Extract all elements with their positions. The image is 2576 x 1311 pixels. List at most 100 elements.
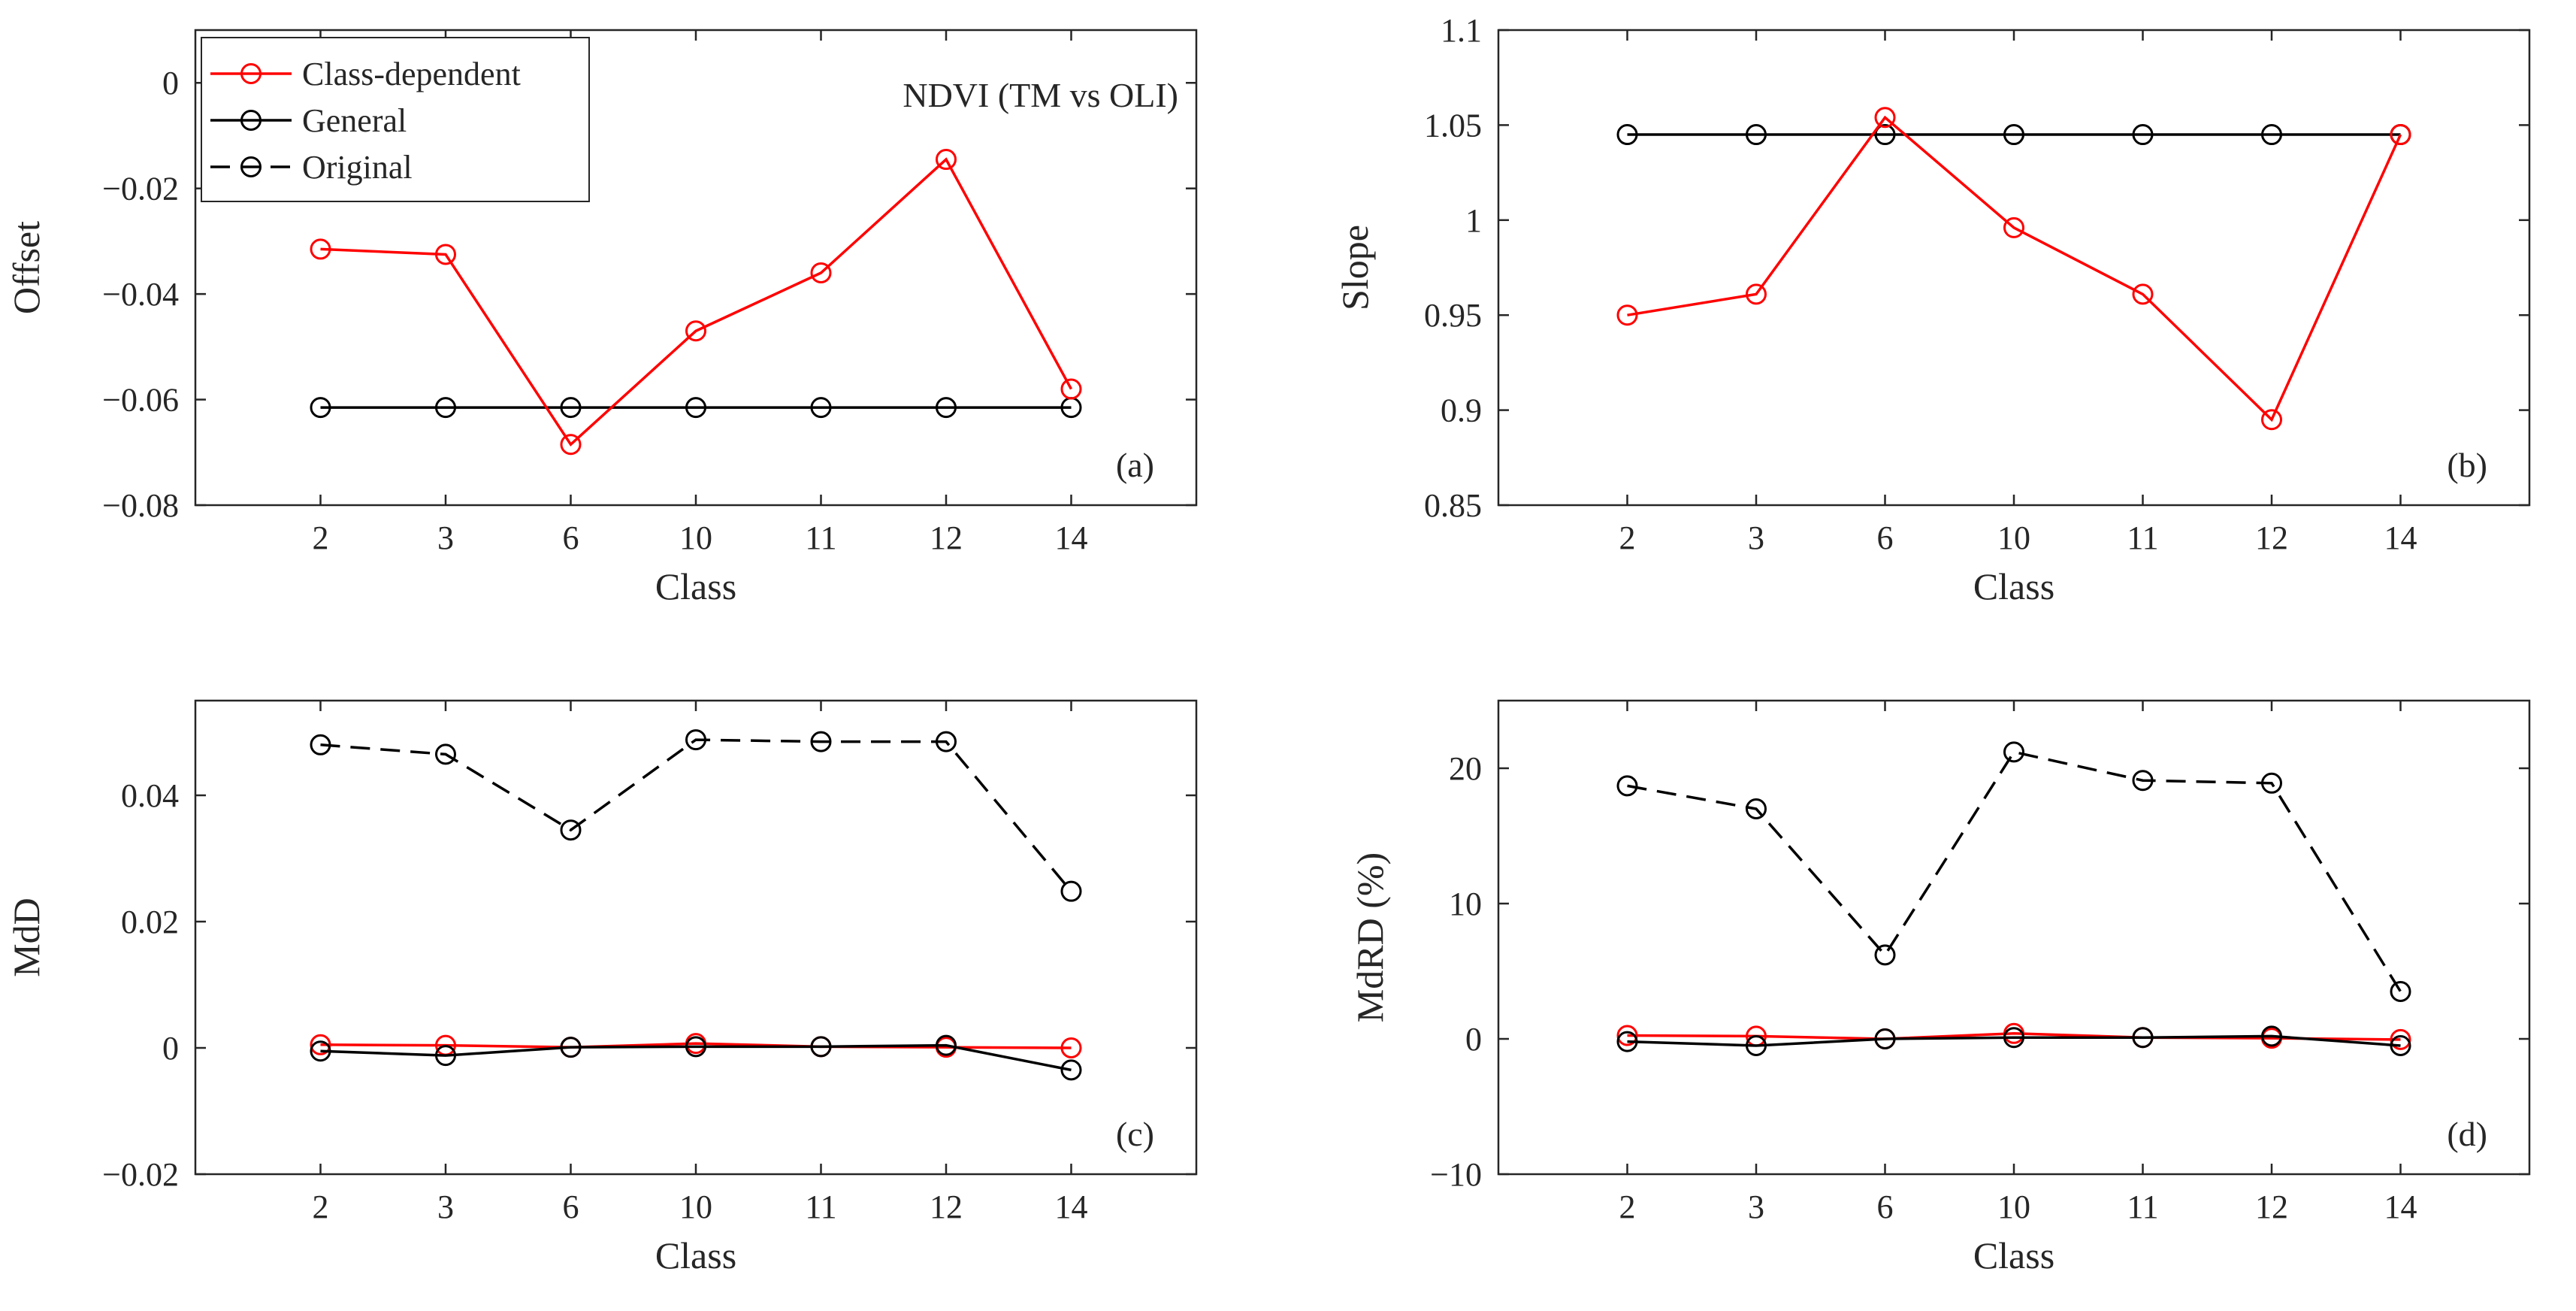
legend: Class-dependent General Original xyxy=(201,37,590,202)
data-point xyxy=(810,731,832,752)
data-point xyxy=(1874,107,1896,129)
data-point xyxy=(1616,775,1638,797)
data-point xyxy=(435,743,456,765)
data-point xyxy=(2003,124,2024,146)
chart-annotation: NDVI (TM vs OLI) xyxy=(903,76,1178,114)
y-tick-label: 20 xyxy=(1449,750,1482,787)
series-general xyxy=(1616,1025,2411,1056)
data-point xyxy=(1616,1025,1638,1046)
x-tick-label: 12 xyxy=(2255,519,2288,556)
series-original xyxy=(1616,741,2411,1002)
data-point xyxy=(2261,124,2282,146)
x-tick-label: 3 xyxy=(1748,1188,1764,1225)
axes-frame xyxy=(1497,699,2531,1176)
data-point xyxy=(2390,1035,2411,1056)
x-tick-label: 11 xyxy=(2127,1188,2158,1225)
legend-label: Original xyxy=(302,149,413,186)
x-tick-label: 2 xyxy=(313,1188,329,1225)
legend-marker xyxy=(240,63,262,84)
panel-label: (b) xyxy=(2447,446,2487,484)
x-tick-label: 3 xyxy=(437,519,454,556)
data-point xyxy=(2132,1027,2154,1049)
y-tick-label: 1.1 xyxy=(1441,12,1482,49)
x-tick-label: 6 xyxy=(563,519,579,556)
y-tick-label: 0.02 xyxy=(121,904,179,940)
y-tick-label: 1.05 xyxy=(1424,107,1482,144)
panel-label: (c) xyxy=(1116,1115,1154,1153)
series-line xyxy=(320,1043,1072,1072)
x-tick-label: 14 xyxy=(1055,519,1088,556)
y-tick-label: −0.02 xyxy=(102,1156,179,1193)
x-tick-label: 14 xyxy=(1055,1188,1088,1225)
x-tick-label: 2 xyxy=(1619,1188,1636,1225)
data-point xyxy=(2390,981,2411,1002)
data-point xyxy=(1616,1031,1638,1052)
series-general xyxy=(310,397,1082,419)
x-tick-label: 2 xyxy=(1619,519,1636,556)
panel-b: 2 3 6 10 11 12 14 0.85 0.9 0.95 1 1.05 1.1 Class Slope… xyxy=(1334,12,2531,607)
data-point xyxy=(685,729,706,751)
data-point xyxy=(560,1037,582,1058)
y-tick-label: −0.04 xyxy=(102,276,179,313)
y-tick-label: 0.95 xyxy=(1424,297,1482,334)
data-point xyxy=(936,731,957,752)
data-point xyxy=(435,1045,456,1067)
data-point xyxy=(310,734,331,755)
y-tick-label: 0 xyxy=(162,65,179,101)
series-line xyxy=(1627,1034,2401,1047)
data-point xyxy=(310,1034,331,1055)
y-axis-label: MdRD (%) xyxy=(1349,852,1391,1022)
legend-label: General xyxy=(302,102,407,139)
data-point xyxy=(1616,304,1638,326)
y-tick-label: 10 xyxy=(1449,886,1482,922)
y-tick-label: 0.04 xyxy=(121,777,179,814)
data-point xyxy=(435,244,456,265)
series-original xyxy=(310,729,1082,902)
data-point xyxy=(685,1036,706,1058)
data-point xyxy=(1060,378,1082,400)
data-point xyxy=(1746,124,1767,146)
x-tick-label: 12 xyxy=(2255,1188,2288,1225)
series-line xyxy=(1627,115,2402,422)
axes-frame xyxy=(1497,29,2531,507)
data-point xyxy=(1746,798,1767,819)
y-tick-label: 0 xyxy=(1465,1021,1482,1058)
x-axis-label: Class xyxy=(1973,565,2054,607)
y-tick-label: 0 xyxy=(162,1030,179,1067)
x-tick-label: 10 xyxy=(1997,1188,2030,1225)
data-point xyxy=(2003,741,2024,763)
series-line xyxy=(1627,750,2402,992)
data-point xyxy=(1746,283,1767,305)
data-point xyxy=(685,320,706,342)
data-point xyxy=(310,397,331,419)
data-point xyxy=(1060,1037,1082,1058)
x-tick-label: 2 xyxy=(313,519,329,556)
x-tick-label: 10 xyxy=(679,1188,712,1225)
data-point xyxy=(810,262,832,284)
legend-marker xyxy=(240,110,262,131)
data-point xyxy=(936,1034,957,1056)
x-tick-label: 10 xyxy=(679,519,712,556)
x-tick-label: 14 xyxy=(2384,519,2417,556)
x-tick-label: 10 xyxy=(1997,519,2030,556)
data-point xyxy=(2390,124,2411,146)
series-line xyxy=(320,157,1073,447)
series-line xyxy=(320,738,1072,892)
data-point xyxy=(1874,1028,1896,1049)
y-tick-label: 0.85 xyxy=(1424,487,1482,524)
x-tick-label: 6 xyxy=(1877,1188,1894,1225)
y-tick-label: −0.06 xyxy=(102,382,179,419)
panel-c: 2 3 6 10 11 12 14 −0.02 0 0.02 0.04 Class MdD (c) xyxy=(5,699,1198,1276)
data-point xyxy=(810,1036,832,1058)
series-general xyxy=(310,1034,1082,1081)
y-tick-label: −10 xyxy=(1430,1156,1482,1193)
legend-label: Class-dependent xyxy=(302,56,521,92)
x-tick-label: 11 xyxy=(2127,519,2158,556)
series-general xyxy=(1616,124,2411,146)
panel-label: (a) xyxy=(1116,446,1154,484)
data-point xyxy=(936,397,957,419)
x-axis-label: Class xyxy=(655,1234,736,1276)
data-point xyxy=(810,397,832,419)
x-tick-label: 6 xyxy=(1877,519,1894,556)
